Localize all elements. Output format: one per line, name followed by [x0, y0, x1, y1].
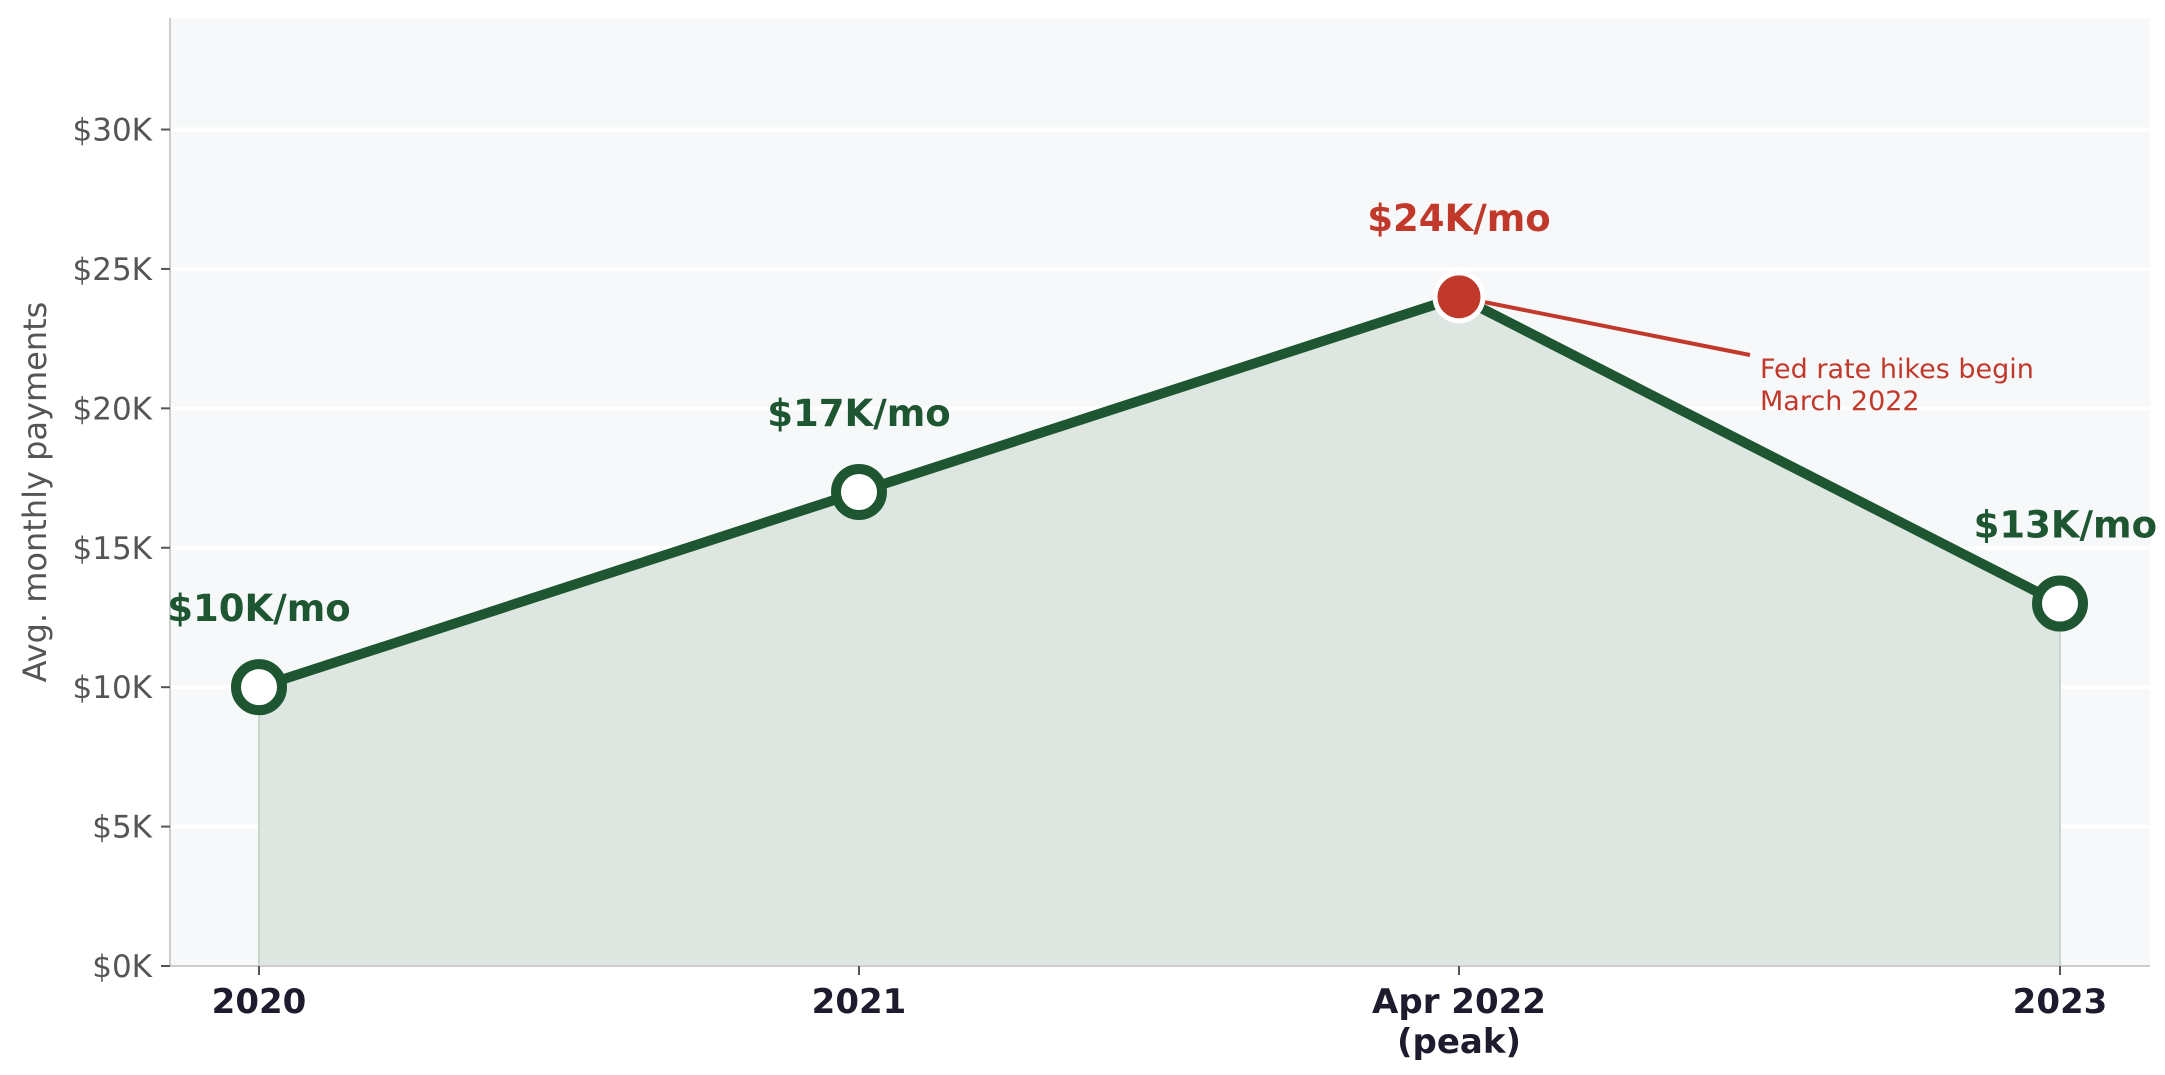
y-tick-label: $30K	[73, 113, 153, 149]
data-label: $17K/mo	[767, 392, 950, 435]
x-tick-label: Apr 2022	[1372, 982, 1546, 1022]
x-tick-label: 2023	[2013, 982, 2108, 1022]
data-point	[2032, 575, 2088, 632]
annotation-text: March 2022	[1760, 386, 1920, 417]
y-tick-label: $15K	[73, 531, 153, 567]
data-label: $24K/mo	[1367, 197, 1550, 240]
y-tick-label: $20K	[73, 391, 153, 427]
y-tick-label: $0K	[92, 949, 152, 985]
data-label: $10K/mo	[167, 587, 350, 630]
annotation-line	[1472, 297, 1751, 357]
x-tick-label: 2021	[812, 982, 907, 1022]
x-tick-label: 2020	[212, 982, 307, 1022]
data-label: $13K/mo	[1974, 504, 2157, 547]
data-point	[231, 659, 287, 716]
data-point-peak	[1432, 270, 1486, 324]
x-tick-label: (peak)	[1397, 1022, 1521, 1062]
data-point	[831, 464, 887, 520]
series-line	[254, 291, 2065, 693]
annotation-text: Fed rate hikes begin	[1760, 354, 2034, 385]
y-tick-label: $25K	[73, 252, 153, 288]
y-tick-label: $10K	[73, 670, 153, 706]
y-axis-label: Avg. monthly payments	[16, 302, 54, 683]
y-tick-label: $5K	[92, 810, 152, 846]
